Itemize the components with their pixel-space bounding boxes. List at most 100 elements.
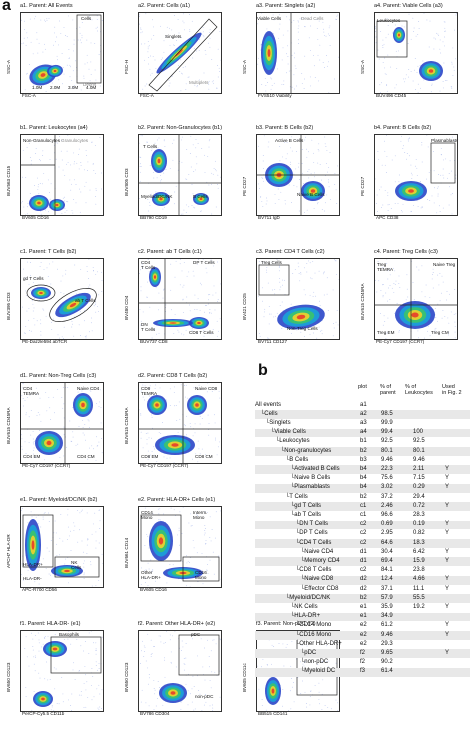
event-dot [297, 27, 299, 29]
event-dot [183, 334, 185, 336]
event-dot [53, 144, 55, 146]
cell-leuk: 92.5 [413, 438, 425, 445]
event-dot [70, 66, 71, 68]
event-dot [306, 263, 308, 264]
event-dot [383, 43, 385, 45]
event-dot [181, 136, 183, 138]
event-dot [89, 427, 90, 429]
cell-plot: f2 [360, 649, 366, 656]
event-dot [26, 563, 28, 565]
event-dot [404, 81, 406, 83]
event-dot [44, 459, 46, 461]
event-dot [80, 510, 82, 512]
event-dot [296, 85, 297, 87]
event-dot [84, 310, 86, 312]
event-dot [442, 41, 444, 43]
event-dot [261, 699, 263, 700]
event-dot [449, 186, 450, 188]
event-dot [298, 25, 300, 27]
event-dot [281, 301, 283, 303]
event-dot [35, 456, 37, 458]
event-dot [298, 266, 300, 268]
event-dot [38, 642, 40, 644]
event-dot [432, 151, 434, 153]
event-dot [308, 169, 310, 171]
event-dot [57, 388, 58, 390]
event-dot [186, 178, 188, 180]
event-dot [147, 40, 149, 42]
plot-title: b2. Parent: Non-Granulocytes (b1) [138, 125, 223, 131]
event-dot [78, 148, 80, 150]
cell-leuk: 0.72 [413, 502, 425, 509]
event-dot [382, 296, 384, 298]
event-dot [433, 170, 435, 172]
event-dot [400, 140, 402, 142]
event-dot [95, 649, 97, 651]
density-contour [55, 203, 59, 207]
event-dot [71, 710, 73, 711]
event-dot [336, 15, 338, 17]
cell-plot: a4 [360, 429, 367, 436]
event-dot [302, 183, 304, 185]
event-dot [303, 662, 305, 663]
event-dot [407, 140, 409, 142]
plot-c2: c2. Parent: ab T Cells (c1) BV480 CD4 CD4 … [124, 249, 222, 350]
event-dot [310, 277, 312, 279]
plot-b1: b1. Parent: Leukocytes (a4) BUV563 CD15 No… [6, 125, 104, 226]
event-dot [220, 639, 221, 641]
event-dot [185, 683, 187, 685]
event-dot [323, 271, 325, 273]
event-dot [85, 335, 87, 337]
event-dot [151, 570, 153, 572]
event-dot [98, 406, 100, 408]
event-dot [79, 26, 81, 28]
event-dot [201, 448, 203, 450]
event-dot [271, 78, 273, 80]
event-dot [214, 671, 216, 673]
event-dot [267, 664, 268, 666]
population-name: └Plasmablasts [290, 484, 330, 491]
event-dot [34, 635, 36, 636]
event-dot [157, 147, 159, 149]
event-dot [63, 426, 65, 428]
event-dot [51, 322, 53, 324]
event-dot [151, 149, 153, 151]
event-dot [77, 509, 79, 511]
cell-plot: c2 [360, 521, 367, 528]
event-dot [90, 684, 92, 686]
event-dot [184, 424, 185, 426]
event-dot [152, 568, 154, 570]
x-axis-label: PE-Dazzle594 abTCR [22, 339, 68, 344]
event-dot [46, 547, 48, 549]
event-dot [144, 59, 146, 61]
event-dot [327, 33, 329, 35]
event-dot [324, 210, 325, 212]
event-dot [180, 701, 182, 703]
event-dot [66, 163, 67, 165]
event-dot [298, 162, 300, 164]
event-dot [281, 59, 283, 61]
event-dot [394, 284, 396, 286]
density-plot [375, 13, 457, 93]
event-dot [378, 58, 380, 60]
event-dot [25, 412, 27, 414]
event-dot [31, 160, 33, 162]
event-dot [148, 57, 150, 59]
event-dot [67, 201, 69, 203]
cell-parent: 9.46 [381, 456, 393, 463]
event-dot [88, 259, 90, 260]
event-dot [210, 650, 212, 652]
event-dot [323, 31, 325, 33]
event-dot [184, 396, 186, 398]
event-dot [309, 262, 311, 264]
gate-label: T Cells [143, 144, 158, 149]
event-dot [95, 547, 97, 549]
event-dot [147, 584, 149, 586]
event-dot [95, 189, 97, 191]
event-dot [415, 89, 417, 90]
event-dot [89, 189, 91, 191]
event-dot [64, 558, 66, 560]
density-plot [21, 383, 103, 463]
event-dot [289, 690, 291, 692]
event-dot [274, 193, 276, 195]
